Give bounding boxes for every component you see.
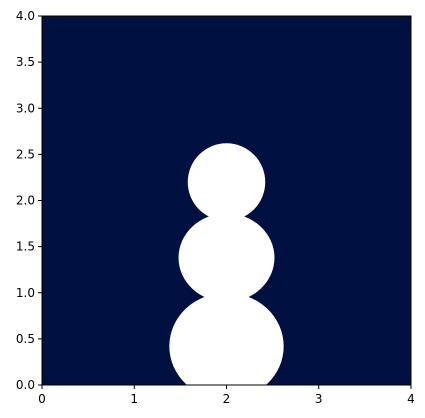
y-axis: 0.0 0.5 1.0 1.5 2.0 2.5 3.0 3.5 4.0 (16, 9, 42, 392)
y-tick-label: 2.5 (16, 147, 35, 161)
y-tick-label: 1.5 (16, 240, 35, 254)
x-tick-label: 0 (38, 392, 46, 406)
y-tick-label: 0.5 (16, 332, 35, 346)
x-tick-label: 2 (223, 392, 231, 406)
middle-circle (178, 213, 275, 302)
y-tick-label: 3.5 (16, 55, 35, 69)
y-tick-label: 3.0 (16, 101, 35, 115)
y-tick-label: 1.0 (16, 286, 35, 300)
x-tick-label: 4 (407, 392, 415, 406)
top-circle (187, 143, 266, 221)
x-axis: 0 1 2 3 4 (38, 385, 415, 406)
x-tick-label: 1 (130, 392, 138, 406)
y-tick-label: 4.0 (16, 9, 35, 23)
y-tick-label: 0.0 (16, 378, 35, 392)
y-tick-label: 2.0 (16, 194, 35, 208)
snowman-shapes (169, 143, 284, 385)
bottom-circle (169, 292, 284, 385)
x-tick-label: 3 (315, 392, 323, 406)
